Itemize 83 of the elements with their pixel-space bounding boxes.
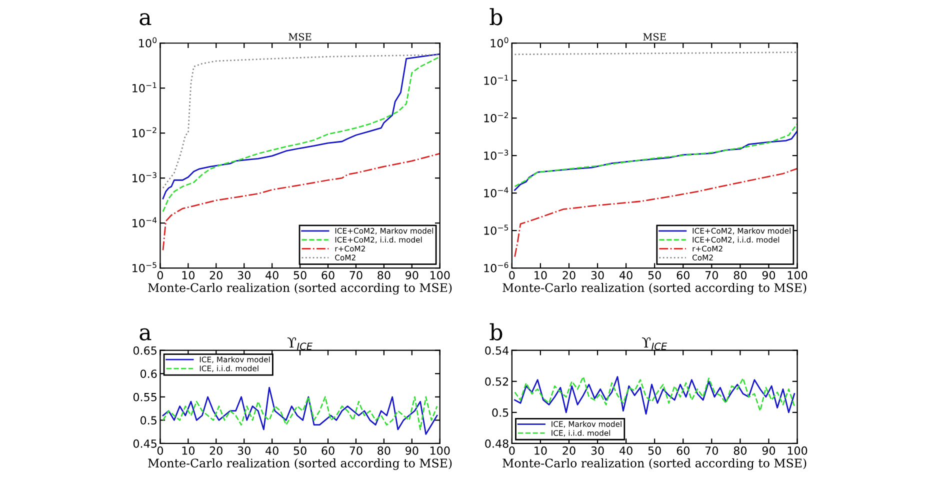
- y-tick-label: 10$^{−1}$: [484, 74, 508, 85]
- y-tick-label: 10$^{0}$: [490, 37, 508, 48]
- y-tick-label: 10$^{−5}$: [484, 224, 508, 235]
- y-tick-label: 10$^{−3}$: [484, 150, 508, 160]
- x-tick-label: 40: [266, 446, 278, 455]
- y-tick-label: 0.45: [133, 439, 156, 448]
- y-tick-label: 0.48: [485, 439, 508, 448]
- x-tick-label: 70: [350, 446, 362, 455]
- line-series: [514, 130, 798, 191]
- y-tick-label: 0.55: [133, 392, 156, 402]
- line-series: [162, 396, 438, 430]
- x-tick-label: 60: [676, 271, 690, 280]
- x-tick-label: 70: [350, 271, 362, 280]
- x-tick-label: 90: [762, 271, 776, 280]
- y-tick-label: 0.5: [492, 408, 508, 417]
- x-tick-label: 0: [157, 271, 164, 280]
- text: a: [140, 328, 152, 340]
- x-tick-label: 20: [210, 271, 222, 280]
- x-tick-label: 100: [430, 446, 450, 455]
- y-tick-label: 10$^{−5}$: [132, 262, 156, 272]
- x-tick-label: 50: [294, 271, 306, 280]
- y-tick-label: 0.54: [485, 346, 509, 355]
- x-axis-title: Monte-Carlo realization (sorted according to MSE): [148, 282, 452, 295]
- y-tick-label: 0.6: [140, 370, 157, 378]
- x-tick-label: 40: [266, 271, 278, 280]
- x-tick-label: 20: [562, 446, 576, 455]
- x-tick-label: 80: [378, 446, 390, 455]
- y-tick-label: 10$^{−2}$: [132, 127, 156, 138]
- chart-title: MSE: [643, 33, 666, 40]
- x-tick-label: 30: [238, 271, 250, 280]
- y-tick-label: 0.52: [485, 377, 508, 386]
- y-tick-label: 10$^{−1}$: [132, 82, 156, 92]
- x-tick-label: 0: [509, 446, 515, 455]
- x-tick-label: 0: [509, 271, 515, 280]
- text: b: [490, 8, 502, 26]
- x-tick-label: 80: [378, 271, 390, 280]
- x-tick-label: 100: [430, 271, 450, 280]
- text: b: [490, 323, 502, 340]
- x-tick-label: 80: [734, 271, 747, 280]
- x-tick-label: 60: [676, 446, 690, 455]
- x-tick-label: 100: [788, 446, 808, 455]
- x-tick-label: 30: [238, 446, 250, 455]
- x-tick-label: 20: [562, 271, 576, 280]
- line-series: [162, 152, 440, 251]
- line-series: [514, 123, 798, 188]
- x-tick-label: 10: [534, 446, 547, 455]
- x-tick-label: 40: [620, 446, 632, 455]
- y-tick-label: 10$^{0}$: [139, 37, 157, 48]
- x-tick-label: 50: [294, 446, 306, 455]
- x-tick-label: 90: [762, 446, 776, 455]
- x-tick-label: 70: [706, 446, 718, 455]
- x-tick-label: 90: [406, 446, 418, 455]
- text: a: [140, 13, 152, 26]
- x-tick-label: 50: [648, 446, 661, 455]
- x-tick-label: 40: [620, 271, 632, 280]
- x-tick-label: 20: [210, 446, 222, 455]
- x-tick-label: 60: [322, 446, 334, 455]
- x-tick-label: 10: [182, 271, 195, 280]
- x-tick-label: 70: [706, 271, 718, 280]
- x-axis-title: Monte-Carlo realization (sorted according to MSE): [502, 282, 806, 295]
- x-tick-label: 60: [322, 271, 334, 280]
- x-tick-label: 0: [157, 446, 164, 455]
- y-tick-label: 0.65: [133, 346, 156, 355]
- chart-title: ϒ$_{ICE}$: [642, 337, 668, 350]
- line-series: [162, 386, 438, 435]
- y-tick-label: 10$^{−4}$: [132, 217, 157, 228]
- x-tick-label: 90: [406, 271, 418, 280]
- y-tick-label: 10$^{−2}$: [484, 112, 508, 122]
- x-tick-label: 30: [591, 446, 604, 455]
- y-tick-label: 10$^{−4}$: [484, 187, 508, 198]
- chart-title: ϒ$_{ICE}$: [287, 337, 313, 350]
- x-tick-label: 10: [182, 446, 195, 455]
- y-tick-label: 10$^{−3}$: [132, 172, 156, 182]
- x-tick-label: 30: [591, 271, 604, 280]
- x-tick-label: 80: [734, 446, 747, 455]
- y-tick-label: 0.5: [140, 416, 156, 425]
- y-tick-label: 10$^{−6}$: [484, 262, 508, 272]
- chart-title: MSE: [288, 33, 312, 40]
- x-tick-label: 10: [534, 271, 547, 280]
- x-axis-title: Monte-Carlo realization (sorted according to MSE): [502, 458, 806, 470]
- x-axis-title: Monte-Carlo realization (sorted according to MSE): [148, 458, 452, 470]
- x-tick-label: 50: [648, 271, 661, 280]
- x-tick-label: 100: [788, 271, 808, 280]
